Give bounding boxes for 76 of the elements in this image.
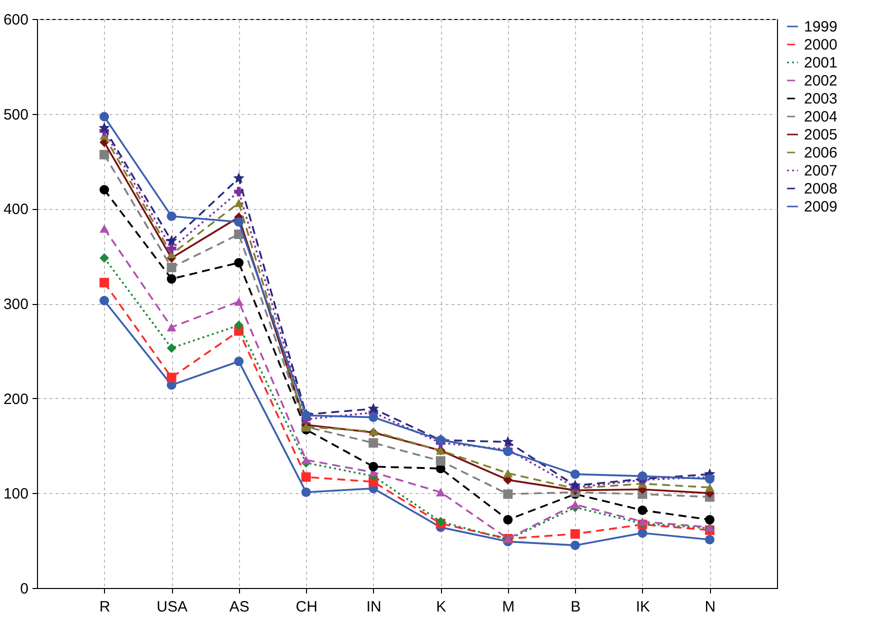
legend-label: 2002 [804,72,838,90]
point [570,529,580,539]
point [570,500,580,509]
point [234,297,244,306]
point [100,296,110,306]
point [570,480,581,490]
y-tick-label: 600 [3,12,28,28]
legend-label: 2000 [804,36,838,54]
point [503,514,513,524]
x-tick-label: R [99,598,110,616]
legend-label: 2005 [804,126,838,144]
point [638,518,648,526]
point [638,471,648,481]
point [166,372,176,382]
x-tick-label: IK [636,598,650,616]
legend-label: 2007 [804,162,838,180]
point [100,184,110,194]
point [503,469,513,478]
point [100,253,110,263]
point [301,472,311,482]
point [234,258,244,268]
point [100,112,110,122]
legend-label: 2008 [804,180,838,198]
point [704,534,714,544]
point [98,122,110,133]
point [301,456,311,464]
point [100,278,110,288]
legend-label: 2009 [804,198,838,216]
point [166,274,176,284]
point [436,488,446,496]
point [368,402,379,414]
point [368,412,378,422]
y-tick-label: 200 [3,390,28,408]
y-tick-label: 0 [20,580,28,598]
x-tick-label: USA [156,598,188,616]
point [233,172,244,184]
point [166,234,178,246]
x-tick-label: N [704,598,716,616]
point [234,198,244,208]
x-tick-label: K [436,598,446,616]
y-tick-label: 500 [3,106,28,124]
x-tick-label: CH [296,598,318,616]
point [502,436,514,447]
x-tick-label: M [502,598,515,616]
legend-label: 2006 [804,144,838,162]
point [570,469,580,479]
point [570,540,580,550]
point [234,356,244,366]
legend-label: 2004 [804,108,838,126]
point [638,506,648,515]
point [234,217,244,227]
point [638,528,648,538]
x-tick-label: B [570,598,581,616]
y-tick-label: 300 [3,296,28,313]
point [166,262,176,272]
point [503,489,513,499]
point [234,320,244,330]
point [368,438,378,448]
point [301,487,311,497]
point [166,323,176,332]
x-tick-label: IN [366,598,382,616]
legend-label: 1999 [804,18,838,36]
x-tick-label: AS [229,598,250,616]
point [436,456,446,466]
point [100,224,110,233]
legend-label: 2001 [804,54,838,72]
point [166,244,176,254]
point [100,150,110,160]
point [166,212,176,221]
point [704,483,714,492]
point [166,343,176,353]
legend-label: 2003 [804,90,838,108]
point [704,514,714,524]
point [368,462,378,472]
y-tick-label: 100 [3,486,28,503]
y-tick-label: 400 [3,201,28,218]
